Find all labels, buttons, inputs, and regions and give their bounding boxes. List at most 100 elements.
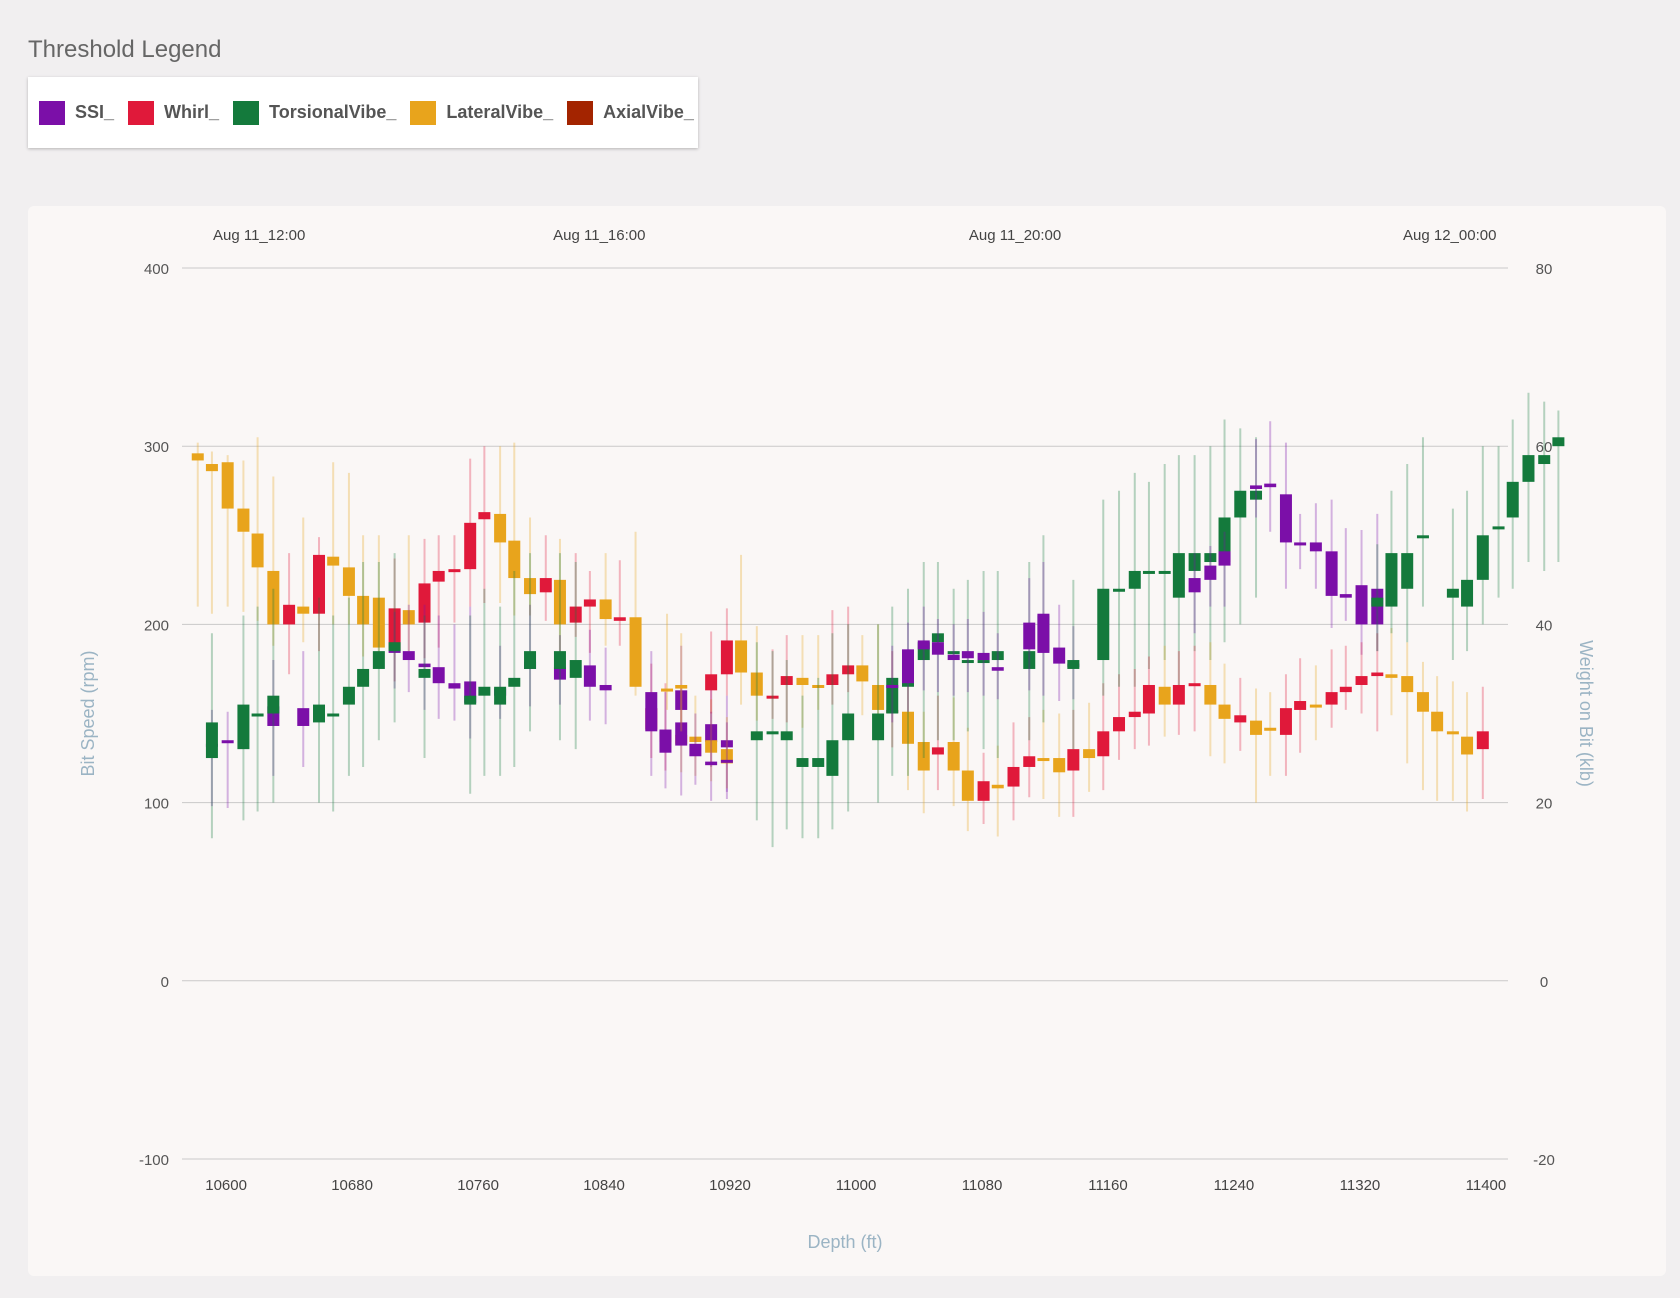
candle-body: [659, 729, 672, 753]
candle-body: [661, 688, 674, 692]
candle-body: [1506, 481, 1519, 518]
candle-body: [388, 642, 401, 652]
candle-body: [539, 578, 552, 593]
candle-body: [1461, 579, 1474, 607]
candle-body: [766, 731, 779, 735]
candle-body: [796, 677, 809, 685]
candle-body: [1128, 570, 1141, 589]
candle-body: [917, 742, 930, 771]
candle-body: [1294, 701, 1307, 710]
candle-body: [1172, 553, 1185, 598]
legend-item-torsionalvibe[interactable]: TorsionalVibe_: [233, 100, 396, 125]
candle-body: [872, 713, 885, 741]
y-axis-label-left: Bit Speed (rpm): [78, 650, 98, 776]
legend-swatch: [410, 100, 437, 125]
candle-body: [372, 651, 385, 669]
candle-body: [780, 676, 793, 685]
candle-body: [1325, 692, 1338, 705]
candle-body: [357, 595, 370, 625]
legend-item-whirl[interactable]: Whirl_: [128, 100, 220, 125]
candle-body: [1385, 674, 1398, 678]
y-tick-left: 200: [144, 617, 169, 634]
x-tick: 11320: [1340, 1177, 1381, 1194]
x-axis-label: Depth (ft): [807, 1232, 882, 1252]
candle-body: [629, 617, 642, 687]
candle-body: [675, 684, 688, 689]
legend-item-ssi[interactable]: SSI_: [39, 100, 115, 125]
y-tick-right: 80: [1536, 261, 1553, 278]
x-tick: 11160: [1088, 1177, 1128, 1194]
x-tick: 11080: [962, 1177, 1003, 1194]
candle-body: [432, 570, 445, 582]
legend-label: SSI_: [75, 102, 115, 122]
y-tick-left: 0: [161, 974, 169, 991]
candle-body: [720, 640, 733, 675]
candle-body: [991, 667, 1004, 671]
legend-item-lateralvibe[interactable]: LateralVibe_: [410, 100, 553, 125]
legend-label: Whirl_: [164, 102, 220, 122]
candle-body: [1339, 686, 1352, 693]
candle-body: [583, 599, 596, 607]
candle-body: [1279, 708, 1292, 735]
candle-body: [1113, 588, 1126, 592]
candle-body: [689, 743, 702, 757]
y-tick-left: 400: [144, 261, 169, 278]
candle-body: [327, 556, 340, 566]
candle-body: [947, 651, 960, 655]
candle-body: [432, 667, 445, 684]
x-tick: 11240: [1214, 1177, 1255, 1194]
candle-body: [1355, 676, 1368, 685]
candle-body: [1309, 542, 1322, 552]
candle-body: [931, 633, 944, 643]
candle-body: [1023, 756, 1036, 767]
y-axis-label-right: Weight on Bit (klb): [1576, 640, 1596, 787]
candle-body: [1234, 490, 1247, 518]
candle-body: [1113, 717, 1126, 732]
legend-swatch: [39, 100, 65, 125]
candle-body: [842, 713, 855, 741]
candle-body: [1037, 613, 1050, 653]
candle-body: [1158, 686, 1171, 705]
candle-body: [599, 599, 612, 620]
candle-body: [508, 540, 521, 579]
candle-body: [583, 665, 596, 687]
candle-body: [1552, 437, 1565, 447]
legend-item-axialvibe[interactable]: AxialVibe_: [567, 100, 694, 125]
candle-body: [357, 668, 370, 687]
x-tick: 11000: [836, 1177, 877, 1194]
legend-panel: SSI_ Whirl_ TorsionalVibe_ LateralVibe_ Axia…: [28, 77, 698, 148]
candle-body: [961, 660, 974, 664]
candle-body: [478, 512, 491, 520]
candle-body: [1128, 711, 1141, 718]
candle-body: [1218, 517, 1231, 563]
x-tick: 10600: [205, 1177, 247, 1194]
candle-body: [977, 660, 990, 664]
candle-body: [1097, 588, 1110, 661]
candle-body: [720, 740, 733, 748]
candle-body: [1053, 647, 1066, 664]
candle-body: [313, 554, 326, 614]
candle-body: [1401, 676, 1414, 693]
x-tick: 10680: [331, 1177, 373, 1194]
candle-body: [1188, 553, 1201, 571]
candle-body: [705, 674, 718, 691]
candle-body: [221, 462, 234, 509]
candle-body: [931, 747, 944, 755]
candle-body: [735, 640, 748, 673]
candle-body: [494, 686, 507, 705]
candle-body: [251, 533, 264, 568]
candle-body: [1067, 749, 1080, 771]
candle-body: [766, 695, 779, 699]
candle-body: [901, 649, 914, 684]
candle-body: [780, 731, 793, 741]
candle-body: [1037, 758, 1050, 762]
candle-body: [448, 569, 461, 573]
candle-body: [1188, 683, 1201, 687]
candle-body: [750, 731, 763, 741]
candle-body: [1250, 720, 1263, 735]
candle-body: [856, 665, 869, 682]
candle-body: [1218, 551, 1231, 566]
candle-body: [1476, 731, 1489, 750]
candle-body: [191, 453, 204, 461]
legend-swatch: [128, 100, 155, 125]
